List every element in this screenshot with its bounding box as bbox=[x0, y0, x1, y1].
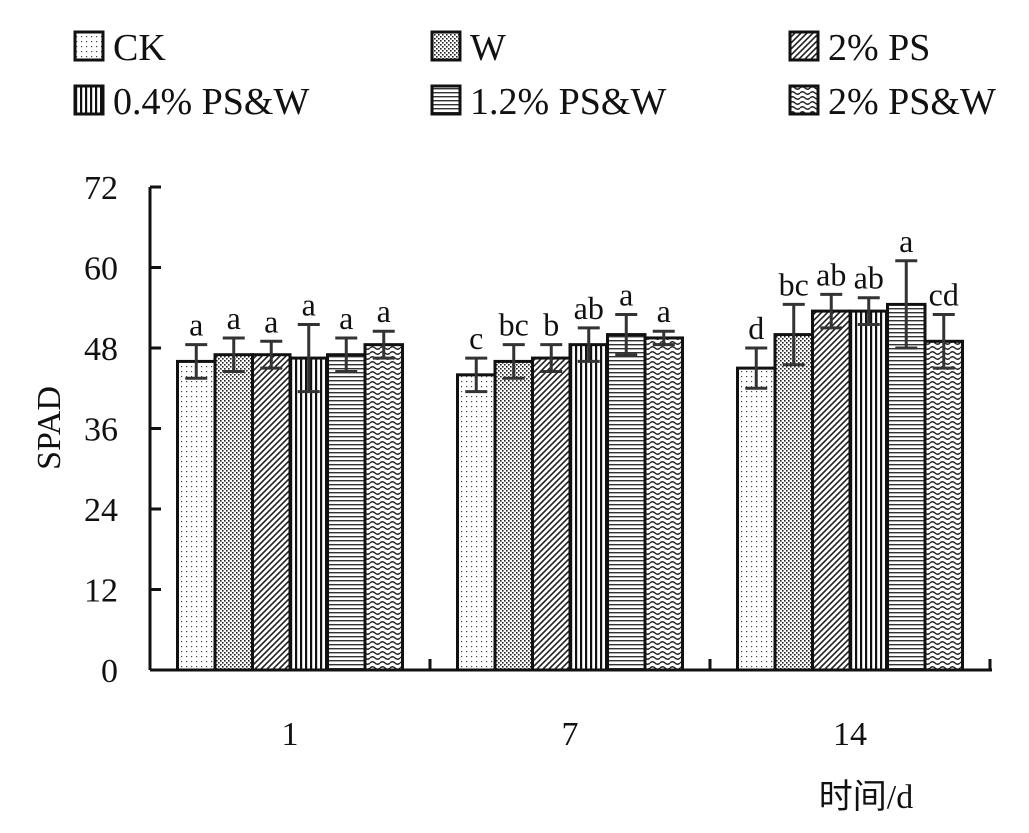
y-tick-label: 60 bbox=[84, 251, 118, 288]
bar bbox=[811, 309, 852, 672]
significance-letter: bc bbox=[779, 266, 809, 302]
significance-letter: a bbox=[339, 300, 353, 336]
bar bbox=[886, 302, 927, 672]
bar bbox=[643, 336, 684, 672]
legend-swatch bbox=[788, 84, 820, 116]
legend-swatch bbox=[73, 84, 105, 116]
y-ticks: 0 12 24 36 48 60 72 bbox=[84, 170, 161, 690]
bar bbox=[213, 353, 254, 672]
bar bbox=[288, 356, 329, 672]
y-tick-label: 48 bbox=[84, 331, 118, 368]
bar bbox=[606, 333, 647, 672]
bars bbox=[176, 259, 964, 672]
legend-swatch bbox=[788, 30, 820, 62]
x-ticks: 1 7 14 bbox=[148, 659, 992, 753]
y-tick-label: 0 bbox=[101, 653, 118, 690]
x-tick-label: 14 bbox=[833, 716, 867, 753]
significance-letter: c bbox=[469, 320, 483, 356]
legend-label: 1.2% PS&W bbox=[470, 81, 666, 123]
significance-letter: a bbox=[302, 287, 316, 323]
significance-letter: b bbox=[543, 307, 559, 343]
bar bbox=[923, 339, 964, 672]
significance-letter: a bbox=[189, 307, 203, 343]
bar bbox=[773, 333, 814, 672]
significance-letter: a bbox=[657, 293, 671, 329]
legend: CK W 2% PS 0.4% PS&W 1.2% PS&W 2% PS&W bbox=[73, 27, 996, 123]
significance-letter: ab bbox=[816, 256, 846, 292]
bar bbox=[493, 359, 534, 672]
legend-label: W bbox=[470, 27, 506, 69]
y-tick-label: 24 bbox=[84, 492, 118, 529]
legend-label: 2% PS&W bbox=[828, 81, 996, 123]
bar bbox=[176, 359, 217, 672]
x-axis-title: 时间/d bbox=[819, 779, 913, 816]
significance-letter: a bbox=[264, 303, 278, 339]
x-tick-label: 7 bbox=[562, 716, 579, 753]
legend-swatch bbox=[73, 30, 105, 62]
y-tick-label: 72 bbox=[84, 170, 118, 207]
bar bbox=[736, 366, 777, 672]
y-axis-title: SPAD bbox=[31, 386, 68, 470]
bar bbox=[456, 373, 497, 672]
bar bbox=[531, 356, 572, 672]
significance-letter: d bbox=[748, 310, 764, 346]
legend-label: CK bbox=[113, 27, 166, 69]
bar bbox=[848, 309, 889, 672]
legend-label: 0.4% PS&W bbox=[113, 81, 309, 123]
legend-swatch bbox=[430, 84, 462, 116]
y-tick-label: 36 bbox=[84, 412, 118, 449]
legend-swatch bbox=[430, 30, 462, 62]
bar bbox=[326, 353, 367, 672]
legend-label: 2% PS bbox=[828, 27, 930, 69]
y-tick-label: 12 bbox=[84, 573, 118, 610]
significance-letter: a bbox=[227, 300, 241, 336]
significance-letter: a bbox=[899, 223, 913, 259]
bar bbox=[363, 343, 404, 672]
x-tick-label: 1 bbox=[282, 716, 299, 753]
bar bbox=[251, 353, 292, 672]
significance-letter: ab bbox=[854, 260, 884, 296]
significance-letter: ab bbox=[574, 290, 604, 326]
bar bbox=[568, 343, 609, 672]
significance-letter: a bbox=[619, 276, 633, 312]
significance-letter: bc bbox=[499, 307, 529, 343]
significance-letter: a bbox=[377, 293, 391, 329]
significance-letter: cd bbox=[929, 276, 959, 312]
